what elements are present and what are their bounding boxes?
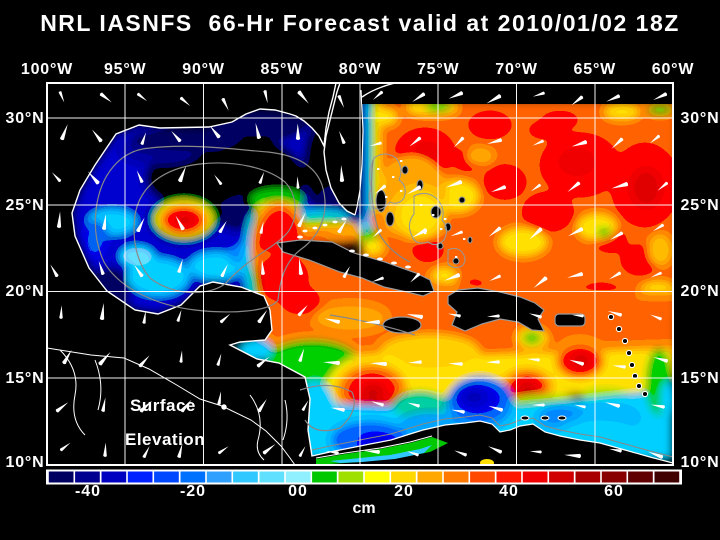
svg-text:10°N: 10°N: [6, 454, 45, 471]
svg-text:100°W: 100°W: [21, 61, 73, 78]
svg-text:Elevation: Elevation: [125, 430, 205, 449]
svg-text:25°N: 25°N: [681, 197, 720, 214]
svg-text:20: 20: [394, 483, 414, 500]
svg-text:25°N: 25°N: [6, 197, 45, 214]
svg-text:20°N: 20°N: [681, 283, 720, 300]
svg-text:80°W: 80°W: [339, 61, 382, 78]
svg-text:30°N: 30°N: [681, 110, 720, 127]
svg-text:NRL IASNFS 66-Hr Forecast val: NRL IASNFS 66-Hr Forecast valid at 2010/…: [40, 10, 680, 36]
svg-text:Surface: Surface: [130, 396, 196, 415]
svg-text:90°W: 90°W: [182, 61, 225, 78]
svg-text:-40: -40: [75, 483, 101, 500]
svg-text:60: 60: [604, 483, 624, 500]
svg-text:10°N: 10°N: [681, 454, 720, 471]
svg-text:40: 40: [499, 483, 519, 500]
svg-text:15°N: 15°N: [6, 370, 45, 387]
svg-text:65°W: 65°W: [574, 61, 617, 78]
svg-text:cm: cm: [352, 500, 375, 517]
svg-text:30°N: 30°N: [6, 110, 45, 127]
svg-text:00: 00: [288, 483, 308, 500]
svg-text:15°N: 15°N: [681, 370, 720, 387]
svg-text:95°W: 95°W: [104, 61, 147, 78]
svg-text:60°W: 60°W: [652, 61, 695, 78]
svg-text:85°W: 85°W: [261, 61, 304, 78]
svg-text:70°W: 70°W: [495, 61, 538, 78]
svg-text:-20: -20: [180, 483, 206, 500]
svg-text:20°N: 20°N: [6, 283, 45, 300]
svg-text:75°W: 75°W: [417, 61, 460, 78]
